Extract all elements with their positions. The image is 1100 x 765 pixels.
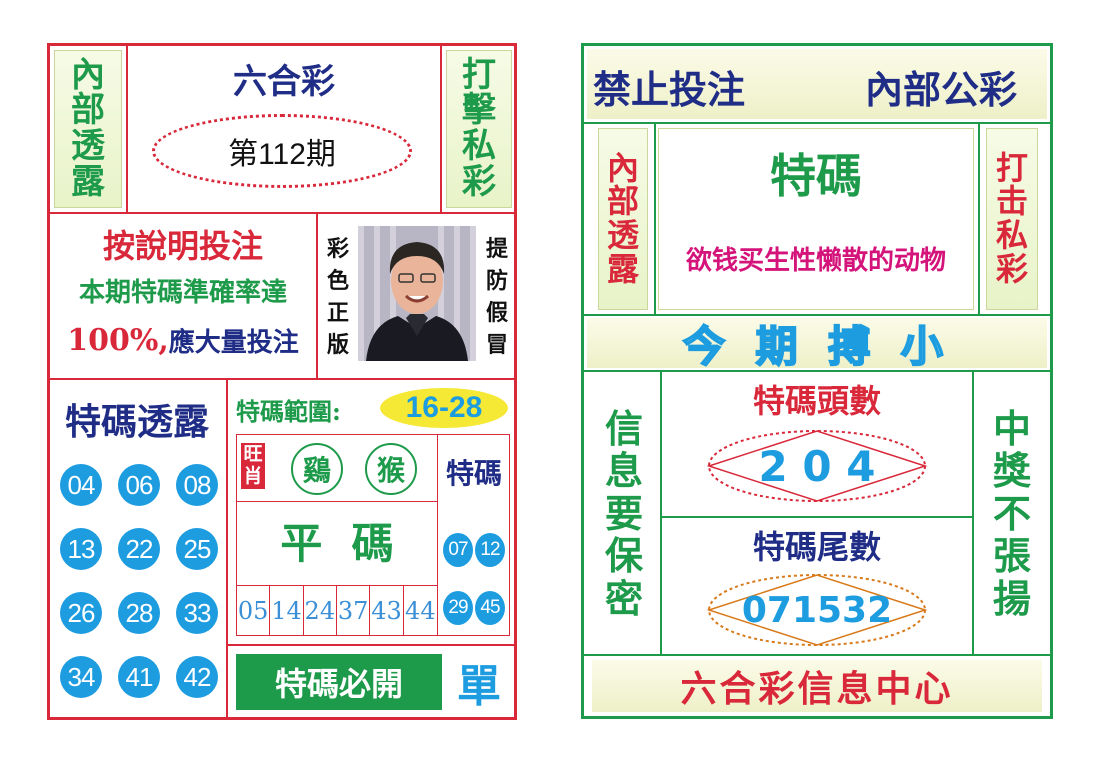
zodiac-rooster: 鷄 [291, 443, 343, 495]
top-left-vertical-text: 內部透露 [54, 50, 122, 208]
number-ball: 04 [60, 464, 102, 506]
issue-number: 第112期 [228, 138, 336, 171]
header-band: 禁止投注 內部公彩 [587, 49, 1047, 119]
number-ball: 41 [118, 656, 160, 698]
instruction-heading: 按說明投注 [102, 227, 263, 265]
range-value-oval: 16-28 [380, 388, 508, 428]
left-poster: 內部透露 六合彩 第112期 打擊私彩 按說明投注 本期特碼準確率達 100%,… [47, 43, 517, 720]
number-grid: 04 06 08 13 22 25 26 28 33 34 41 42 [60, 464, 220, 706]
special-number-ball: 12 [475, 533, 505, 567]
win-quietly-vertical-text: 中獎不張揚 [992, 406, 1031, 621]
top-right-vertical-text: 打擊私彩 [446, 50, 512, 208]
beware-vertical-text: 提防假冒 [485, 237, 508, 358]
info-secret-vertical-text: 信息要保密 [604, 406, 643, 621]
right-poster: 禁止投注 內部公彩 內部透露 特碼 欲钱买生性懒散的动物 打击私彩 今 期 搏 … [581, 43, 1053, 719]
flat-number: 43 [370, 586, 404, 635]
special-title: 特碼 [770, 149, 862, 203]
flat-number: 44 [405, 596, 436, 625]
zodiac-monkey: 猴 [365, 443, 417, 495]
range-label: 特碼範圍: [236, 397, 341, 426]
header-left-text: 禁止投注 [593, 68, 746, 112]
color-edition-vertical-text: 彩色正版 [326, 237, 349, 358]
flat-numbers-title: 平 碼 [280, 518, 394, 568]
right-right-vertical-text: 打击私彩 [986, 128, 1038, 310]
number-ball: 34 [60, 656, 102, 698]
flat-number: 14 [270, 586, 304, 635]
flat-numbers-row: 05 14 24 37 43 44 [237, 586, 437, 635]
special-number-ball: 29 [443, 591, 473, 625]
number-ball: 26 [60, 592, 102, 634]
issue-oval: 第112期 [152, 114, 412, 188]
zodiac-box: 旺肖 鷄 猴 特碼 平 碼 07 12 29 45 05 14 24 37 43… [236, 434, 510, 636]
right-left-vertical-text: 內部透露 [598, 128, 648, 310]
number-ball: 08 [176, 464, 218, 506]
number-ball: 25 [176, 528, 218, 570]
head-digits-diamond [706, 430, 928, 502]
must-open-label: 特碼必開 [236, 654, 442, 710]
instruction-box: 按說明投注 本期特碼準確率達 100%, 應大量投注 [50, 214, 316, 378]
title-box: 六合彩 第112期 [128, 46, 440, 212]
tail-digits-label: 特碼尾數 [752, 528, 881, 566]
number-ball: 06 [118, 464, 160, 506]
must-open-value: 單 [457, 661, 501, 712]
head-digits-box: 特碼頭數 2 0 4 [664, 372, 970, 516]
flat-number: 24 [304, 586, 337, 635]
tail-digits-value: 071532 [741, 589, 893, 631]
special-label: 特碼 [445, 457, 502, 490]
prosperous-zodiac-label: 旺肖 [241, 443, 265, 489]
head-digits-label: 特碼頭數 [752, 382, 881, 420]
number-ball: 42 [176, 656, 218, 698]
range-value: 16-28 [405, 391, 483, 424]
flat-number: 05 [237, 586, 271, 635]
bet-small-banner: 今 期 搏 小 [587, 318, 1047, 372]
head-digits-value: 2 0 4 [758, 441, 876, 491]
number-ball: 33 [176, 592, 218, 634]
title: 六合彩 [233, 61, 335, 102]
special-box: 特碼 欲钱买生性懒散的动物 [658, 128, 974, 310]
number-ball: 13 [60, 528, 102, 570]
footer-info-center: 六合彩信息中心 [592, 660, 1042, 712]
special-range: 特碼範圍: 16-28 [230, 386, 514, 430]
instruction-line-2: 100%, 應大量投注 [67, 322, 299, 358]
portrait-photo [358, 226, 476, 361]
number-ball: 28 [118, 592, 160, 634]
header-right-text: 內部公彩 [865, 68, 1018, 112]
special-number-ball: 45 [475, 591, 505, 625]
instruction-line-1: 本期特碼準確率達 [78, 277, 287, 308]
flat-number: 37 [337, 586, 371, 635]
tail-digits-box: 特碼尾數 071532 [664, 518, 970, 654]
special-leak-title: 特碼透露 [64, 401, 209, 443]
animal-hint: 欲钱买生性懒散的动物 [685, 245, 946, 276]
tail-digits-diamond [706, 574, 928, 646]
special-number-ball: 07 [443, 533, 473, 567]
number-ball: 22 [118, 528, 160, 570]
accuracy-percent: 100%, [67, 322, 169, 358]
